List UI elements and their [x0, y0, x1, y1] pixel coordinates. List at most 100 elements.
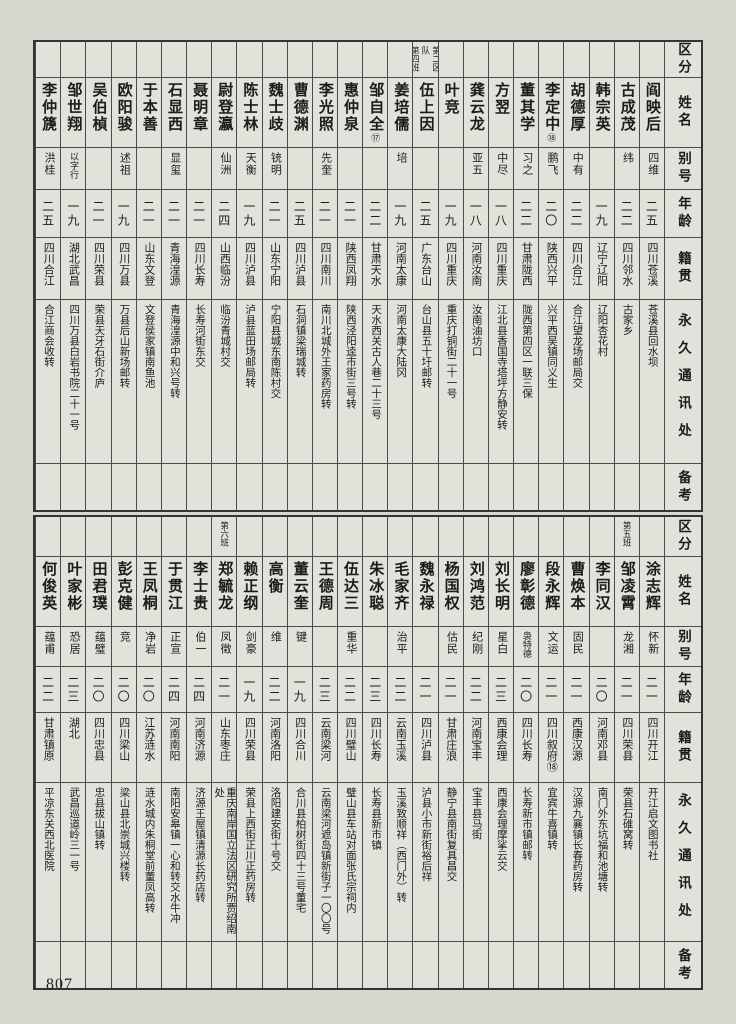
cell-address: 合江商会收转	[36, 300, 61, 464]
name-block: 毛家齐	[391, 561, 409, 612]
person-alias: 剑豪	[244, 631, 257, 655]
cell-qufen: 第六班	[212, 517, 237, 557]
cell-age: 二一	[187, 190, 212, 238]
person-age: 二二	[342, 675, 357, 704]
cell-qufen	[111, 517, 136, 557]
header-address: 永久通讯处	[676, 312, 691, 451]
cell-address: 重庆打铜街二十一号	[438, 300, 463, 464]
person-alias: 星白	[495, 631, 508, 655]
cell-notes	[288, 942, 312, 988]
person-alias: 培	[395, 152, 408, 164]
name-block: 刘长明	[492, 561, 510, 612]
person-column: 李士贵 伯一 二四 河南济源 济源王屋镇清源长药店转	[186, 517, 212, 988]
person-address: 陇西第四区一联三保	[521, 304, 533, 399]
cell-age: 一九	[589, 190, 614, 238]
cell-alias	[589, 627, 614, 667]
cell-notes	[112, 464, 136, 510]
cell-age: 一九	[388, 190, 413, 238]
person-age: 二一	[342, 199, 357, 228]
header-name: 姓名	[676, 95, 691, 130]
person-column: 于贯江 正宣 二四 河南南阳 南阳安皋镇一心和转交水牛冲	[160, 517, 187, 988]
cell-name: 邹凌霄	[614, 557, 639, 627]
person-address: 临汾青城村交	[219, 304, 231, 367]
person-name: 聂明章	[191, 82, 208, 133]
person-address: 河南太康大陆冈	[395, 304, 407, 378]
person-native: 四川泸县	[243, 242, 256, 286]
person-age: 一九	[392, 199, 407, 228]
cell-alias: 显玺	[161, 148, 187, 190]
person-alias: 天衡	[244, 152, 257, 176]
person-column: 赖正纲 剑豪 一九 四川荣县 荣县上西街正川正药房转	[236, 517, 262, 988]
person-age: 二五	[292, 199, 307, 228]
person-address: 汉源九襄镇长春药房转	[571, 787, 583, 892]
person-native: 四川璧山	[344, 717, 357, 761]
cell-alias: 习之	[514, 148, 539, 190]
cell-native: 云南梁河	[312, 713, 337, 783]
person-native: 西康汉源	[570, 717, 583, 761]
person-address: 长寿县新市镇	[370, 787, 382, 850]
person-column: 阎映后 四维 二五 四川苍溪 苍溪县回水坝	[638, 42, 664, 510]
cell-qufen	[639, 42, 664, 78]
cell-native: 西康会理	[488, 713, 514, 783]
person-native: 四川长寿	[520, 717, 533, 761]
cell-name: 魏士歧	[262, 78, 287, 148]
name-block: 聂明章	[190, 82, 208, 133]
cell-age: 二一	[564, 667, 589, 713]
person-address: 陕西泾阳逵市街三号转	[344, 304, 356, 409]
cell-qufen	[161, 517, 187, 557]
cell-notes	[363, 942, 387, 988]
cell-alias: 重华	[337, 627, 363, 667]
cell-notes	[363, 464, 387, 510]
cell-age: 一九	[237, 667, 262, 713]
cell-qufen	[86, 517, 111, 557]
person-age: 二四	[166, 675, 181, 704]
person-column: 毛家齐 治平 二二 云南玉溪 玉溪致顺祥（西门外）转	[387, 517, 413, 988]
person-address: 文登侯家镇南鱼池	[143, 304, 155, 388]
person-age: 二一	[267, 199, 282, 228]
person-alias: 显玺	[168, 152, 181, 176]
person-alias: 中尽	[495, 152, 508, 176]
squad-annotation: 第五班	[622, 521, 633, 547]
person-native: 陕西凤翔	[344, 242, 357, 286]
person-address: 静宁县南街复具昌交	[445, 787, 457, 882]
name-block: 吴伯楨	[89, 82, 107, 133]
person-name: 陈士林	[241, 82, 258, 133]
person-address: 汝南油坊口	[470, 304, 482, 357]
cell-age: 二二	[388, 667, 413, 713]
person-name: 邹世翔	[65, 82, 82, 133]
person-native: 河南邓县	[595, 717, 608, 761]
cell-age: 二〇	[86, 667, 111, 713]
name-block: 魏永禄	[417, 561, 435, 612]
person-name: 李同汉	[593, 561, 610, 612]
cell-qufen	[463, 517, 488, 557]
cell-address: 璧山县车站对面张氏宗祠内	[337, 783, 363, 942]
name-block: 李光照	[316, 82, 334, 133]
cell-notes	[162, 464, 186, 510]
person-address: 开江启文图书社	[646, 787, 658, 861]
cell-address: 泸县蓝田场邮局转	[237, 300, 262, 464]
person-name: 李光照	[316, 82, 333, 133]
person-age: 二一	[543, 675, 558, 704]
cell-age: 二四	[161, 667, 187, 713]
person-alias: 治平	[395, 631, 408, 655]
cell-notes	[212, 942, 236, 988]
cell-qufen	[463, 42, 488, 78]
cell-alias	[589, 148, 614, 190]
person-native: 甘肃镇原	[42, 717, 55, 761]
person-column: 彭克健竞二〇 四川梁山 梁山县北崇城兴楼转	[110, 517, 136, 988]
cell-name: 邹世翔	[61, 78, 86, 148]
cell-qufen: 第二区队 第四班	[413, 42, 438, 78]
cell-alias	[136, 148, 161, 190]
name-block: 欧阳骏	[115, 82, 133, 133]
cell-age: 二〇	[136, 667, 161, 713]
cell-alias: 培	[388, 148, 413, 190]
cell-notes	[514, 464, 538, 510]
header-name: 姓名	[676, 574, 691, 609]
person-alias: 习之	[520, 152, 533, 176]
cell-qufen	[312, 42, 337, 78]
cell-age: 二二	[36, 667, 61, 713]
cell-alias: 正宣	[161, 627, 187, 667]
header-alias: 别号	[676, 629, 691, 664]
name-block: 涂志辉	[643, 561, 661, 612]
cell-alias: 袅特德	[514, 627, 539, 667]
